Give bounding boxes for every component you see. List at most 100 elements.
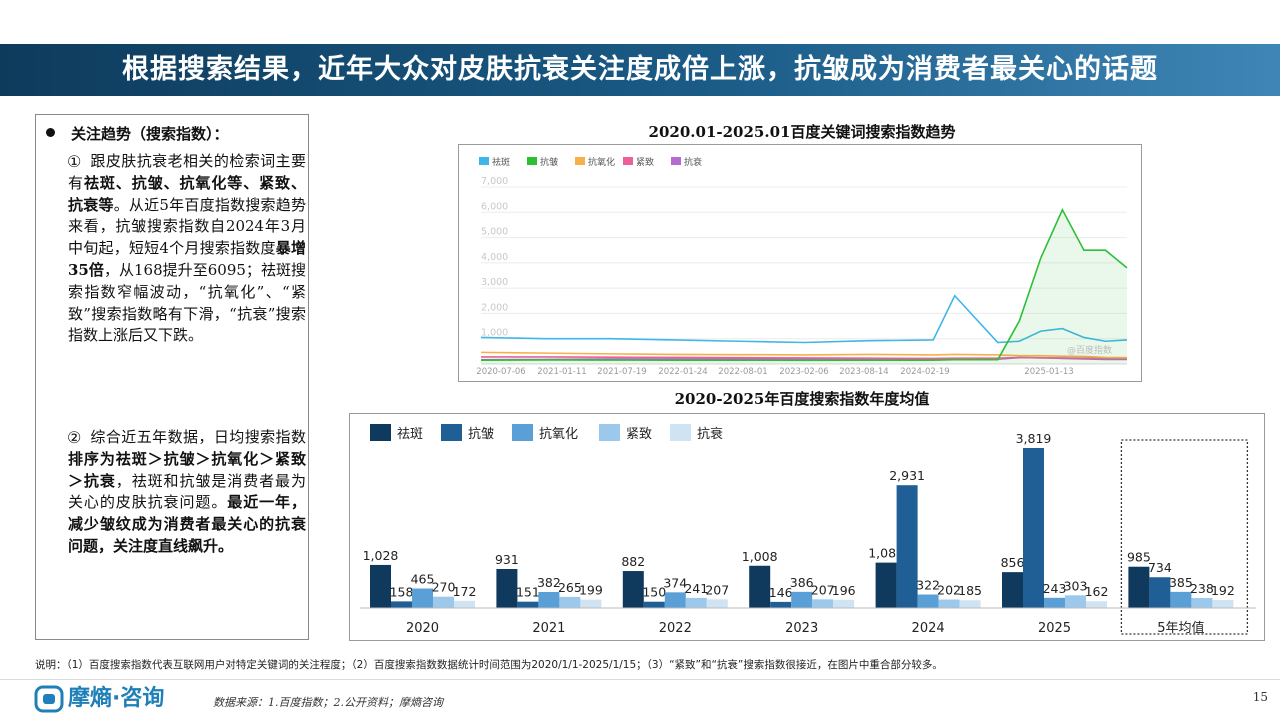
bar-祛斑-2020 — [370, 564, 391, 608]
line-chart-frame: 祛斑 抗皱 抗氧化 紧致 抗衰 1,000 2,000 3,000 4,000 5,000 6,00… — [458, 144, 1142, 382]
legend-label-2: 抗氧化 — [539, 427, 578, 442]
x-tick-label: 2022-01-24 — [658, 367, 707, 377]
x-tick-label: 2020-07-06 — [476, 367, 525, 377]
y-tick-label: 6,000 — [481, 201, 508, 212]
series-line-抗皱 — [480, 207, 1128, 362]
bar-抗皱-5年均值 — [1149, 577, 1171, 608]
data-label-抗皱-5年均值: 734 — [1148, 560, 1172, 575]
data-label-抗氧化-2022: 374 — [663, 575, 687, 590]
number-1-icon: ① — [67, 152, 82, 171]
bullet-dot-icon — [46, 128, 55, 137]
p1-keywords: 祛斑、抗皱、抗氧化等、紧致、抗衰等 — [68, 173, 306, 214]
data-label-紧致-5年均值: 238 — [1190, 581, 1214, 596]
bar-祛斑-2022 — [622, 571, 644, 608]
page-number: 15 — [1252, 690, 1268, 704]
data-label-祛斑-5年均值: 985 — [1127, 550, 1151, 565]
bar-抗衰-2025 — [1086, 601, 1107, 608]
bar-紧致-2024 — [938, 599, 960, 608]
legend-swatch-1 — [441, 424, 462, 441]
x-tick-label: 2022-08-01 — [718, 367, 767, 377]
data-label-抗皱-2020: 158 — [390, 584, 414, 599]
data-label-抗衰-2021: 199 — [579, 583, 603, 598]
p1-text-a: 跟皮肤抗衰老相关的检索词主要有 — [68, 152, 306, 192]
bar-紧致-2022 — [685, 597, 707, 608]
y-tick-label: 2,000 — [481, 302, 508, 313]
x-tick-label: 2024-02-19 — [900, 367, 949, 377]
x-tick-label: 2023-02-06 — [779, 367, 828, 377]
legend-swatch-4 — [670, 424, 691, 441]
data-label-抗皱-2021: 151 — [516, 585, 540, 600]
x-tick-label: 2021-01-11 — [537, 367, 586, 377]
bar-chart: 祛斑 抗皱 抗氧化 紧致 抗衰1,028158465270172202093115138… — [360, 424, 1256, 636]
page-title: 根据搜索结果，近年大众对皮肤抗衰关注度成倍上涨，抗皱成为消费者最关心的话题 — [122, 54, 1158, 85]
legend-swatch-3 — [623, 157, 633, 165]
series-area-抗皱 — [481, 209, 1127, 364]
x-tick-label: 2021-07-19 — [597, 367, 646, 377]
data-label-抗衰-5年均值: 192 — [1211, 583, 1235, 598]
bar-抗皱-2024 — [896, 485, 918, 608]
data-label-抗皱-2025: 3,819 — [1016, 431, 1052, 446]
y-tick-label: 7,000 — [481, 176, 508, 187]
legend-swatch-1 — [527, 157, 537, 165]
legend-swatch-4 — [671, 157, 681, 165]
bar-紧致-2023 — [812, 599, 834, 608]
data-label-紧致-2021: 265 — [558, 580, 582, 595]
bar-紧致-2020 — [433, 596, 454, 608]
bar-紧致-2025 — [1065, 595, 1086, 608]
category-label-2023: 2023 — [785, 621, 818, 636]
series-line-抗氧化 — [480, 351, 1128, 359]
bar-抗皱-2021 — [517, 601, 539, 608]
data-label-紧致-2024: 202 — [937, 583, 961, 598]
bar-抗皱-2020 — [391, 601, 412, 608]
footnote: 说明：（1）百度搜索指数代表互联网用户对特定关键词的关注程度；（2）百度搜索指数… — [35, 659, 943, 671]
bar-抗衰-2020 — [454, 600, 475, 608]
data-label-抗衰-2023: 196 — [832, 583, 856, 598]
data-label-抗氧化-2024: 322 — [916, 578, 940, 593]
data-label-紧致-2022: 241 — [684, 581, 708, 596]
bar-chart-title: 2020-2025年百度搜索指数年度均值 — [674, 390, 930, 408]
legend-label-1: 抗皱 — [540, 156, 558, 168]
data-label-紧致-2020: 270 — [432, 580, 456, 595]
legend-label-0: 祛斑 — [397, 426, 423, 442]
p2-ranking: 排序为祛斑＞抗皱＞抗氧化＞紧致＞抗衰 — [68, 449, 306, 490]
title-banner: 根据搜索结果，近年大众对皮肤抗衰关注度成倍上涨，抗皱成为消费者最关心的话题 — [0, 44, 1280, 96]
data-label-抗衰-2025: 162 — [1085, 584, 1109, 599]
data-label-祛斑-2023: 1,008 — [742, 549, 778, 564]
bar-抗氧化-2022 — [664, 592, 686, 608]
bar-抗衰-2024 — [959, 600, 981, 608]
data-label-抗衰-2020: 172 — [453, 584, 477, 599]
category-label-5年均值: 5年均值 — [1157, 620, 1204, 636]
data-label-祛斑-2020: 1,028 — [363, 548, 399, 563]
bar-祛斑-2023 — [749, 565, 771, 608]
bar-抗氧化-2020 — [412, 588, 433, 608]
series-line-紧致 — [481, 356, 1127, 360]
data-label-祛斑-2022: 882 — [621, 554, 645, 569]
legend-label-3: 紧致 — [636, 156, 654, 168]
data-label-紧致-2025: 303 — [1064, 578, 1088, 593]
data-label-抗氧化-2020: 465 — [411, 572, 435, 587]
bar-抗衰-2021 — [580, 599, 602, 608]
bar-祛斑-5年均值 — [1128, 566, 1150, 608]
footer-divider — [0, 679, 1280, 680]
data-label-祛斑-2021: 931 — [495, 552, 519, 567]
x-tick-label: 2025-01-13 — [1024, 367, 1073, 377]
bar-抗衰-2023 — [833, 599, 855, 608]
bar-抗氧化-2021 — [538, 591, 560, 608]
category-label-2020: 2020 — [406, 621, 439, 636]
brand-logo-icon — [34, 685, 64, 713]
baidu-watermark: @百度指数 — [1067, 344, 1112, 356]
category-label-2024: 2024 — [912, 621, 945, 636]
category-label-2025: 2025 — [1038, 621, 1071, 636]
bar-抗皱-2022 — [643, 601, 665, 608]
bar-祛斑-2021 — [496, 568, 518, 608]
bar-chart-frame: 祛斑 抗皱 抗氧化 紧致 抗衰 1,028 158 465 270 172 2020 931 151 38… — [349, 413, 1265, 641]
brand-logo: 摩熵·咨询 — [34, 684, 164, 714]
line-chart: 祛斑 抗皱 抗氧化 紧致 抗衰 1,000 2,000 3,000 4,000 5,000 6,00… — [476, 156, 1128, 377]
y-tick-label: 1,000 — [481, 328, 508, 339]
bar-抗氧化-2025 — [1044, 597, 1065, 608]
bar-抗皱-2023 — [770, 601, 792, 608]
brand-logo-text: 摩熵·咨询 — [68, 686, 165, 711]
data-label-抗氧化-5年均值: 385 — [1169, 575, 1193, 590]
trend-text-panel: 关注趋势（搜索指数）： ① 跟皮肤抗衰老相关的检索词主要有祛斑、抗皱、抗氧化等、紧… — [35, 114, 309, 640]
y-tick-label: 3,000 — [481, 277, 508, 288]
